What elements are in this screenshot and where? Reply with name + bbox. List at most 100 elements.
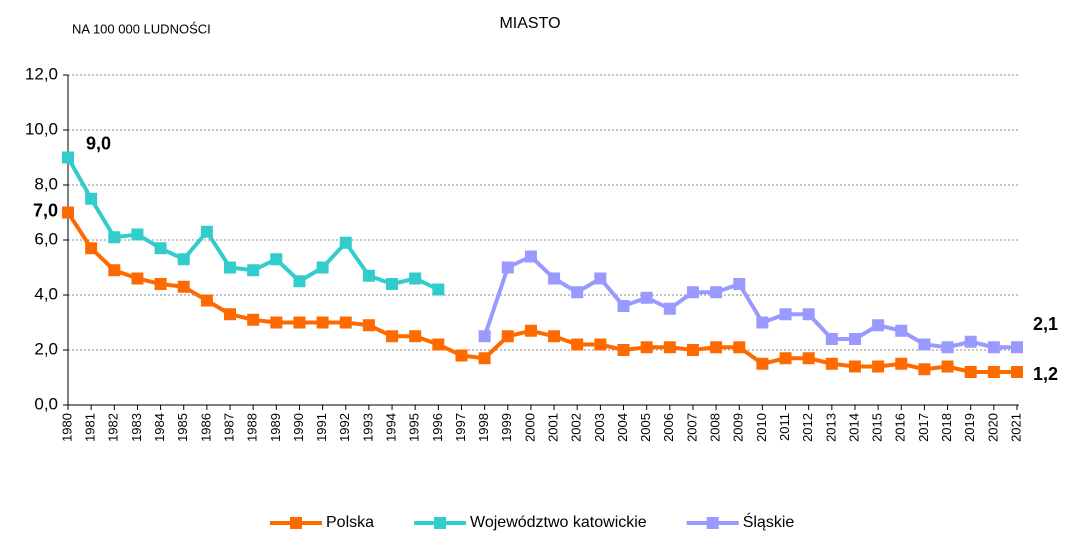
x-tick-label: 2001 (546, 413, 561, 442)
point-marker (617, 300, 630, 312)
x-tick-label: 1992 (337, 413, 352, 442)
y-tick-label: 4,0 (34, 284, 58, 303)
legend-marker (434, 517, 447, 529)
data-label: 2,1 (1033, 314, 1058, 334)
x-tick-label: 1995 (407, 413, 422, 442)
point-marker (85, 192, 98, 205)
data-label: 7,0 (33, 200, 58, 220)
point-marker (987, 366, 1000, 378)
x-tick-label: 2010 (754, 413, 769, 442)
point-marker (154, 242, 167, 255)
x-tick-label: 2009 (731, 413, 746, 442)
point-marker (594, 338, 607, 351)
legend-label: Śląskie (743, 512, 795, 531)
x-tick-label: 2005 (638, 413, 653, 442)
point-marker (316, 261, 329, 274)
x-tick-label: 1996 (430, 413, 445, 442)
x-tick-label: 2013 (823, 413, 838, 442)
point-marker (848, 360, 861, 373)
x-tick-label: 1982 (106, 413, 121, 442)
x-tick-label: 1980 (59, 413, 74, 442)
point-marker (386, 330, 399, 343)
y-tick-label: 6,0 (34, 229, 58, 248)
point-marker (686, 286, 699, 299)
x-tick-label: 2006 (661, 413, 676, 442)
point-marker (177, 253, 190, 266)
x-tick-label: 2020 (985, 413, 1000, 442)
point-marker (663, 302, 676, 315)
point-marker (756, 316, 769, 329)
legend-label: Polska (326, 514, 374, 531)
point-marker (108, 231, 121, 244)
point-marker (177, 280, 190, 293)
point-marker (247, 264, 260, 277)
y-tick-label: 2,0 (34, 339, 58, 358)
point-marker (686, 344, 699, 356)
point-marker (478, 352, 491, 365)
x-tick-label: 1998 (476, 413, 491, 442)
point-marker (108, 264, 121, 277)
x-tick-label: 2021 (1008, 413, 1023, 442)
point-marker (964, 335, 977, 348)
x-tick-label: 2019 (962, 413, 977, 442)
data-label: 9,0 (86, 133, 111, 153)
x-tick-label: 1993 (360, 413, 375, 442)
point-marker (918, 363, 931, 376)
x-tick-label: 2007 (684, 413, 699, 442)
point-marker (131, 272, 144, 285)
legend-marker (290, 517, 302, 529)
x-tick-label: 1997 (453, 413, 468, 442)
x-tick-label: 2012 (800, 413, 815, 442)
x-tick-label: 1986 (198, 413, 213, 442)
x-tick-label: 2002 (569, 413, 584, 442)
point-marker (524, 324, 537, 337)
point-marker (339, 236, 352, 249)
x-tick-label: 1999 (499, 413, 514, 442)
x-tick-label: 2014 (846, 413, 861, 442)
point-marker (571, 338, 584, 351)
x-tick-label: 1988 (245, 413, 260, 442)
x-tick-label: 2018 (939, 413, 954, 442)
point-marker (872, 319, 885, 332)
point-marker (432, 283, 445, 296)
x-tick-label: 2015 (870, 413, 885, 442)
legend-label: Województwo katowickie (470, 514, 647, 531)
point-marker (224, 261, 237, 274)
point-marker (548, 272, 561, 285)
point-marker (918, 338, 931, 351)
point-marker (640, 341, 653, 354)
point-marker (270, 316, 283, 329)
point-marker (1011, 341, 1023, 354)
point-marker (362, 269, 375, 282)
point-marker (825, 357, 838, 370)
point-marker (200, 225, 213, 238)
point-marker (617, 344, 630, 356)
point-marker (339, 316, 352, 329)
point-marker (941, 341, 954, 354)
x-tick-label: 2016 (893, 413, 908, 442)
point-marker (733, 341, 746, 354)
point-marker (409, 330, 422, 343)
x-tick-label: 1983 (129, 413, 144, 442)
x-tick-label: 2017 (916, 413, 931, 442)
data-label: 1,2 (1033, 364, 1058, 384)
point-marker (386, 278, 399, 290)
point-marker (224, 308, 237, 321)
x-tick-label: 1987 (221, 413, 236, 442)
x-tick-label: 2000 (522, 413, 537, 442)
point-marker (802, 308, 815, 321)
point-marker (872, 360, 885, 373)
x-tick-label: 1991 (314, 413, 329, 442)
point-marker (409, 272, 422, 285)
point-marker (524, 250, 537, 263)
point-marker (802, 352, 815, 365)
x-tick-label: 1990 (291, 413, 306, 442)
x-tick-label: 2008 (708, 413, 723, 442)
point-marker (247, 313, 260, 326)
point-marker (825, 333, 838, 345)
point-marker (779, 352, 792, 365)
point-marker (455, 349, 468, 362)
point-marker (131, 228, 144, 241)
point-marker (640, 291, 653, 304)
